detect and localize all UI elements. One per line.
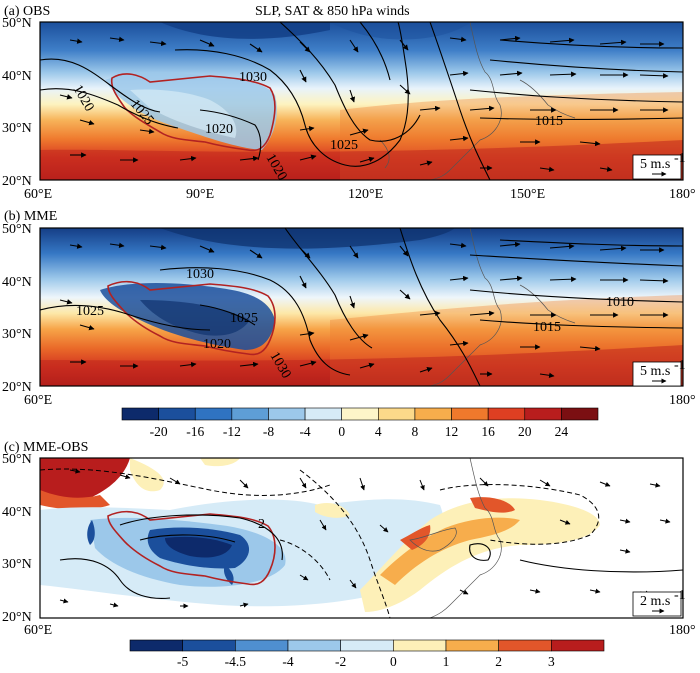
figure-title: SLP, SAT & 850 hPa winds: [255, 4, 410, 19]
panel-b-label: (b) MME: [4, 209, 57, 224]
lat-label-20: 20°N: [2, 380, 32, 395]
panel-a-contour-label: 1020: [205, 122, 233, 137]
colorbar-swatch: [340, 639, 394, 652]
vector-key-label: 2 m.s: [640, 594, 670, 609]
panel-b-contour-label: 1015: [533, 320, 561, 335]
lat-label-20: 20°N: [2, 174, 32, 189]
lon-label-180: 180°: [669, 187, 696, 202]
colorbar-swatch: [393, 639, 447, 652]
colorbar-tick-label: 1: [443, 654, 450, 669]
panel-b: 1030 1025 1025 1020 1010 1015 1030 (b) M…: [2, 209, 696, 408]
colorbar-tick-label: -2: [335, 654, 346, 669]
lon-label-180: 180°: [669, 393, 696, 408]
colorbar-tick-label: 20: [518, 424, 532, 439]
panel-b-frame: [39, 227, 684, 387]
panel-a-wind-vectors: [59, 35, 669, 173]
vector-key-sup: -1: [674, 151, 686, 166]
panel-a-contour-label: 1030: [239, 70, 267, 85]
colorbar-tick-label: 12: [445, 424, 459, 439]
lon-label-180: 180°: [669, 623, 696, 638]
colorbar-tick-label: -20: [150, 424, 168, 439]
colorbar-swatch: [121, 407, 159, 421]
colorbar-tick-label: -4: [282, 654, 293, 669]
lon-label-60: 60°E: [24, 187, 52, 202]
panel-b-wind-vectors: [59, 241, 669, 379]
vector-key-sup: -1: [674, 358, 686, 373]
colorbar-tick-label: 4: [375, 424, 382, 439]
panel-b-vector-key: 5 m.s -1: [632, 358, 686, 387]
vector-key-label: 5 m.s: [640, 364, 670, 379]
colorbar-tick-label: -12: [223, 424, 241, 439]
lon-label-90: 90°E: [186, 187, 214, 202]
colorbar-swatch: [287, 639, 341, 652]
lon-label-150: 150°E: [510, 187, 545, 202]
vector-key-sup: -1: [674, 588, 686, 603]
lat-label-40: 40°N: [2, 275, 32, 290]
lat-label-30: 30°N: [2, 557, 32, 572]
colorbar-tick-label: 24: [555, 424, 569, 439]
colorbar-swatch: [268, 407, 306, 421]
colorbar-swatch: [487, 407, 526, 421]
colorbar-swatch: [194, 407, 233, 421]
colorbar-tick-label: 0: [338, 424, 345, 439]
colorbar-swatch: [129, 639, 183, 652]
lat-label-50: 50°N: [2, 222, 32, 237]
panel-a-contour-label: 1015: [535, 114, 563, 129]
colorbar-tick-label: 16: [481, 424, 495, 439]
panel-a-frame: [39, 21, 684, 181]
panel-a-vector-key: 5 m.s -1: [632, 151, 686, 180]
colorbar-swatch: [451, 407, 489, 421]
colorbar-tick-label: 2: [495, 654, 502, 669]
colorbar-swatch: [524, 407, 562, 421]
panel-c-vector-key: 2 m.s -1: [632, 588, 686, 617]
lat-label-30: 30°N: [2, 121, 32, 136]
lat-label-50: 50°N: [2, 452, 32, 467]
lat-label-40: 40°N: [2, 69, 32, 84]
colorbar-swatch: [378, 407, 416, 421]
colorbar-tick-label: -5: [177, 654, 188, 669]
colorbar-tick-label: -4.5: [225, 654, 247, 669]
colorbar-top: -20 -16 -12 -8 -4 0 4 8 12 16 20 24: [121, 407, 599, 439]
panel-b-contour-label: 1020: [203, 337, 231, 352]
panel-c-frame: [39, 457, 684, 619]
lon-label-120: 120°E: [348, 187, 383, 202]
colorbar-swatch: [182, 639, 236, 652]
lon-label-60: 60°E: [24, 623, 52, 638]
lat-label-30: 30°N: [2, 327, 32, 342]
colorbar-tick-label: 3: [548, 654, 555, 669]
panel-c-contour-label: 2: [258, 517, 265, 532]
colorbar-swatch: [235, 639, 289, 652]
colorbar-swatch: [551, 639, 605, 652]
colorbar-tick-label: 8: [412, 424, 419, 439]
panel-a-contour-label: 1025: [330, 138, 358, 153]
colorbar-swatch: [445, 639, 499, 652]
panel-b-contour-label: 1030: [186, 267, 214, 282]
panel-b-contour-label: 1025: [76, 304, 104, 319]
colorbar-swatch: [498, 639, 552, 652]
lon-label-60: 60°E: [24, 393, 52, 408]
colorbar-bottom: -5 -4.5 -4 -2 0 1 2 3: [129, 639, 605, 669]
colorbar-swatch: [414, 407, 452, 421]
lat-label-50: 50°N: [2, 16, 32, 31]
panel-c: 2 (c) MME-OBS 2 m.s -1 50°N 40°N 30°N 20…: [2, 440, 696, 638]
panel-b-contour-label: 1025: [230, 311, 258, 326]
colorbar-tick-label: 0: [390, 654, 397, 669]
colorbar-swatch: [231, 407, 269, 421]
colorbar-swatch: [158, 407, 196, 421]
colorbar-tick-label: -4: [299, 424, 310, 439]
colorbar-swatch: [304, 407, 342, 421]
lat-label-20: 20°N: [2, 610, 32, 625]
panel-c-label: (c) MME-OBS: [4, 440, 88, 455]
panel-a: 1030 1020 1025 1020 1015 1020 1025 (a) O…: [2, 4, 696, 202]
colorbar-tick-label: -16: [186, 424, 204, 439]
panel-b-contour-label: 1010: [606, 295, 634, 310]
colorbar-swatch: [341, 407, 379, 421]
lat-label-40: 40°N: [2, 505, 32, 520]
colorbar-tick-label: -8: [263, 424, 274, 439]
panel-a-label: (a) OBS: [4, 4, 50, 19]
colorbar-swatch: [561, 407, 599, 421]
vector-key-label: 5 m.s: [640, 157, 670, 172]
